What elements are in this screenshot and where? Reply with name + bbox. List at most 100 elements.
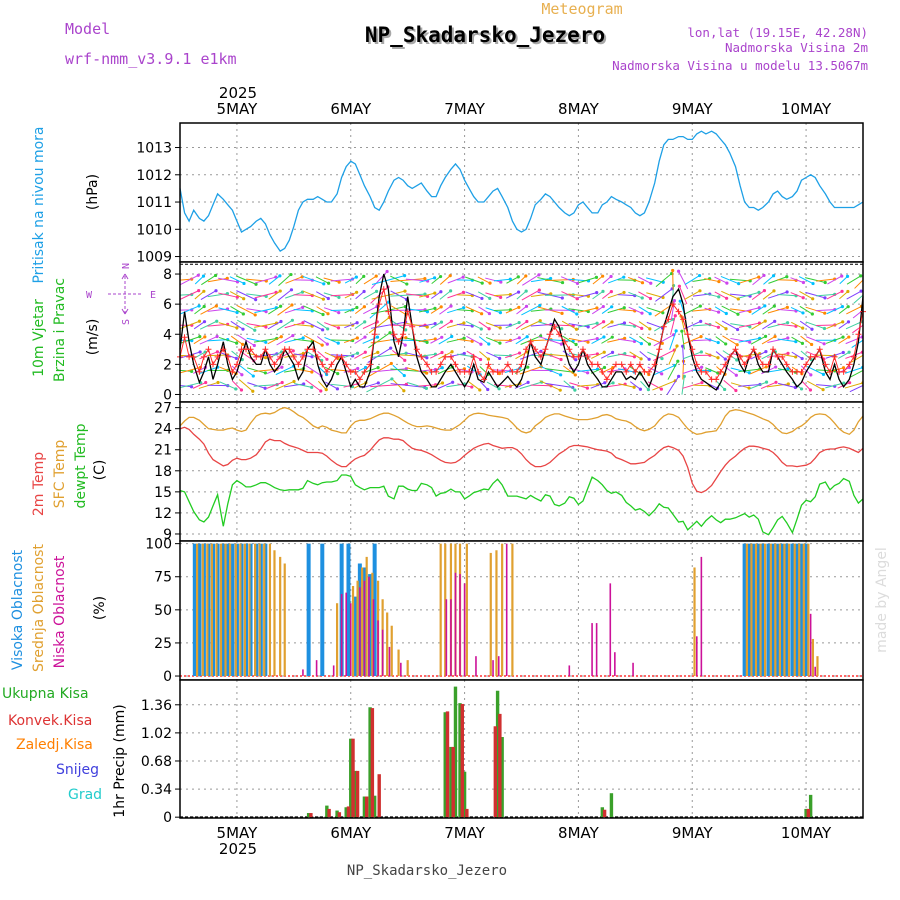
wind-gust-point (737, 353, 744, 360)
wind-arrow (406, 322, 428, 328)
wind-arrow (390, 278, 425, 283)
wind-arrow (608, 276, 624, 284)
wind-arrow-head (335, 387, 340, 391)
wind-arrow (545, 368, 573, 373)
wind-arrow (275, 365, 294, 376)
wind-arrow-head (310, 385, 314, 389)
wind-arrow (799, 320, 813, 330)
wind-arrow (390, 293, 426, 297)
wind-arrow-head (609, 274, 613, 279)
pressure-ylabel: Pritisak na nivou mora (31, 126, 47, 283)
wind-gust-point (722, 361, 729, 368)
wind-arrow (284, 337, 304, 344)
wind-arrow-head (736, 312, 740, 316)
y-tick-label: 0.68 (141, 754, 172, 770)
wind-arrow-head (524, 289, 528, 293)
wind-arrow-head (440, 335, 444, 339)
wind-arrow-head (190, 369, 194, 373)
wind-arrow-head (717, 295, 721, 299)
wind-arrow (682, 346, 685, 365)
wind-arrow (437, 366, 453, 375)
wind-arrow-head (717, 279, 721, 284)
cloud-low-bar (459, 574, 461, 677)
y-tick-label: 1.36 (141, 698, 172, 714)
wind-arrow (516, 305, 527, 315)
wind-arrow-head (451, 380, 455, 384)
cloud-mid-bar (219, 543, 223, 677)
wind-arrow-head (810, 327, 814, 331)
wind-arrow (439, 275, 451, 285)
cloud-ylabel-high: Visoka Oblacnost (10, 549, 26, 670)
wind-arrow (493, 354, 511, 357)
wind-arrow (477, 276, 491, 284)
wind-arrow-head (801, 296, 805, 300)
wind-arrow-head (840, 304, 844, 309)
sfc-temp-line (179, 406, 864, 436)
wind-arrow-head (280, 365, 284, 369)
wind-arrow-head (823, 280, 827, 285)
wind-arrow-head (764, 380, 769, 384)
wind-arrow (791, 351, 803, 359)
wind-arrow (447, 307, 464, 314)
wind-arrow (816, 309, 835, 312)
wind-arrow (777, 294, 797, 297)
wind-gust-point (314, 353, 321, 360)
wind-arrow (354, 321, 366, 329)
wind-arrow-head (235, 341, 239, 345)
y-tick-label: 25 (154, 636, 172, 652)
wind-gust-point (475, 368, 482, 375)
wind-arrow (692, 339, 710, 342)
wind-arrow-head (677, 284, 681, 288)
wind-arrow-head (508, 277, 512, 281)
precip-total-bar (353, 770, 358, 818)
wind-arrow (218, 322, 238, 329)
wind-arrow-head (449, 319, 453, 323)
cloud-high-bar (244, 543, 249, 677)
wind-arrow-head (202, 320, 207, 324)
wind-arrow-head (376, 350, 380, 354)
wind-arrow-head (433, 306, 437, 310)
bottom-date-label: 9MAY (672, 824, 714, 842)
wind-arrow (591, 336, 605, 345)
wind-arrow-head (873, 331, 876, 334)
wind-arrow-head (355, 336, 359, 340)
cloud-mid-bar (769, 543, 772, 677)
wind-arrow (218, 336, 237, 344)
wind-arrow-head (762, 273, 766, 278)
precip-legend-hail: Grad (68, 787, 102, 803)
wind-arrow-head (845, 274, 850, 278)
precip-legend-total: Ukupna Kisa (2, 686, 89, 702)
wind-arrow (825, 336, 844, 344)
wind-arrow (601, 306, 612, 314)
wind-arrow-head (537, 288, 541, 292)
wind-arrow (456, 338, 473, 342)
wind-arrow-head (574, 342, 578, 347)
wind-gust-point (840, 368, 847, 375)
wind-arrow (199, 320, 217, 330)
wind-arrow-head (252, 343, 256, 348)
wind-arrow-head (724, 342, 728, 346)
wind-arrow (485, 322, 501, 329)
wind-arrow (678, 286, 688, 305)
cloud-mid-bar (778, 543, 782, 677)
plot-area (180, 680, 863, 818)
wind-arrow (730, 337, 750, 343)
model-label: Model (65, 20, 110, 38)
cloud-high-bar (346, 543, 351, 677)
wind-arrow (505, 352, 520, 359)
cloud-low-bar (340, 593, 343, 677)
wind-arrow-head (774, 380, 778, 384)
wind-arrow (638, 306, 651, 315)
wind-arrow (229, 291, 244, 300)
wind-arrow-head (264, 340, 268, 344)
wind-arrow (438, 320, 452, 330)
wind-arrow-head (560, 311, 564, 315)
cloud-high-bar (258, 543, 263, 677)
wind-arrow (304, 364, 322, 377)
year-bottom: 2025 (219, 840, 257, 858)
wind-arrow-head (525, 335, 529, 339)
wind-arrow (544, 324, 574, 327)
cloud-low-bar (359, 587, 361, 677)
wind-arrow-head (822, 342, 826, 346)
precip-total-bar (458, 703, 462, 818)
